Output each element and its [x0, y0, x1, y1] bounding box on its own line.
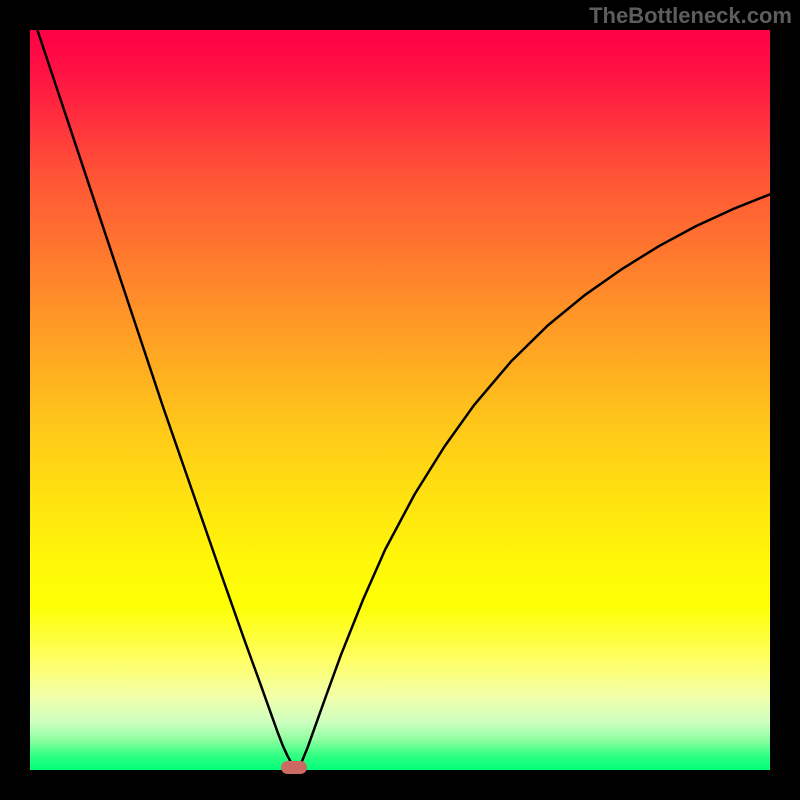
watermark-text: TheBottleneck.com	[589, 3, 792, 29]
plot-area	[30, 30, 770, 770]
optimum-marker	[281, 761, 308, 774]
chart-frame: TheBottleneck.com	[0, 0, 800, 800]
